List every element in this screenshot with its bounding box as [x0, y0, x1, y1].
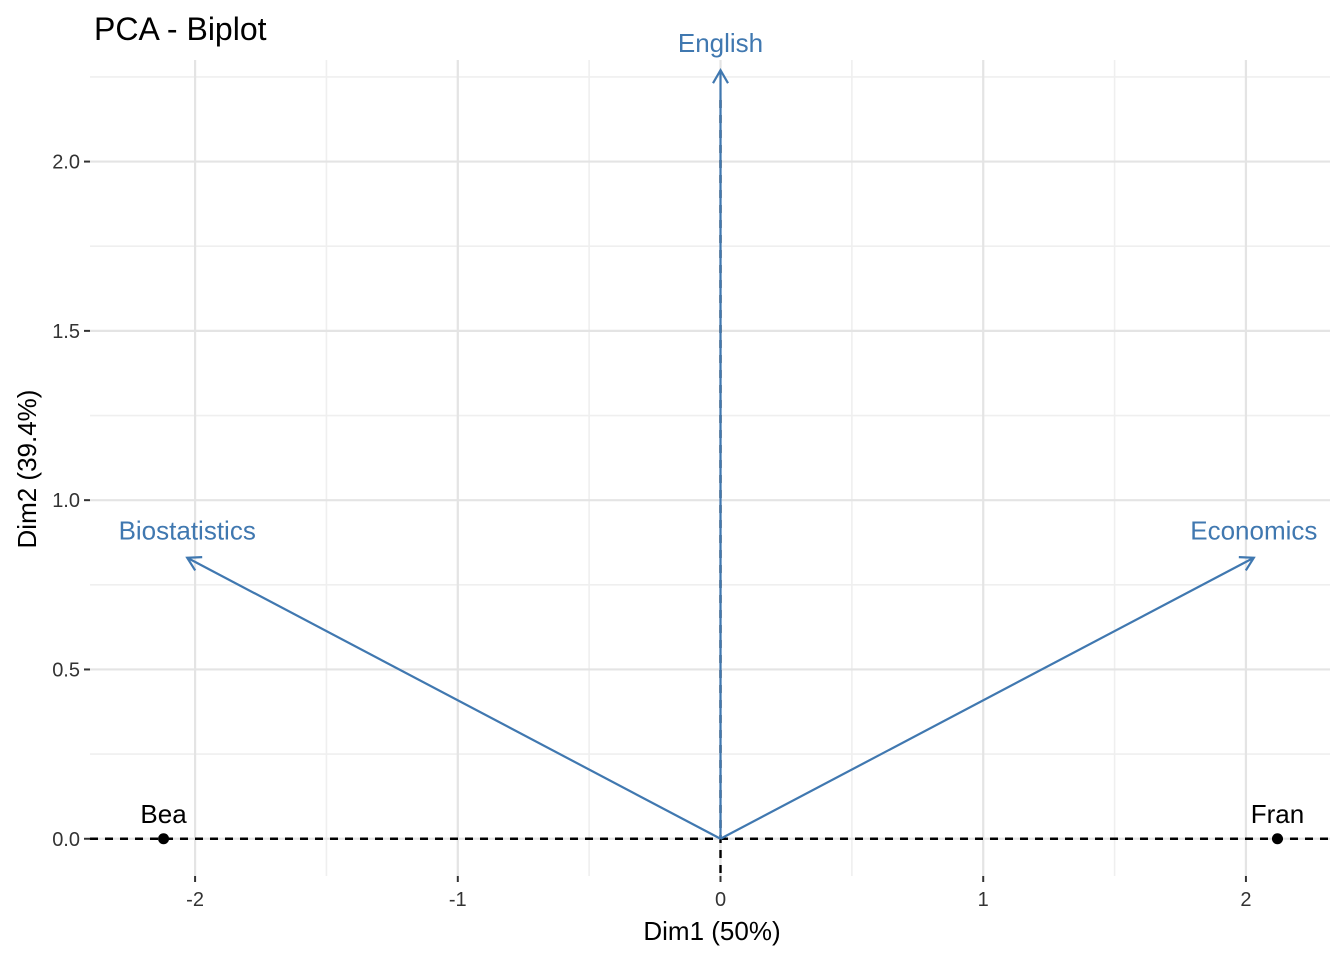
y-tick-label: 2.0 — [52, 152, 80, 174]
variable-label-economics: Economics — [1190, 516, 1317, 546]
point-label-fran: Fran — [1251, 799, 1304, 829]
y-tick-label: 0.5 — [52, 659, 80, 681]
point-bea — [158, 833, 170, 845]
y-tick-label: 0.0 — [52, 829, 80, 851]
arrowhead-english — [712, 67, 729, 84]
y-axis-title: Dim2 (39.4%) — [12, 390, 42, 549]
vector-biostatistics — [186, 556, 722, 840]
variable-label-english: English — [678, 28, 763, 58]
point-label-bea: Bea — [140, 799, 187, 829]
x-tick-label: -1 — [449, 889, 467, 911]
minor-gridlines — [90, 60, 1330, 876]
variable-vectors: Biostatistics English Economics — [119, 28, 1317, 840]
y-tick-label: 1.0 — [52, 490, 80, 512]
reference-lines — [90, 100, 1330, 876]
x-axis-title: Dim1 (50%) — [643, 916, 780, 946]
x-axis-ticks: -2 -1 0 1 2 — [186, 876, 1251, 911]
arrowhead-biostatistics — [185, 556, 203, 572]
x-tick-label: -2 — [186, 889, 204, 911]
x-tick-label: 1 — [978, 889, 989, 911]
y-axis-ticks: 0.0 0.5 1.0 1.5 2.0 — [52, 152, 90, 851]
arrowhead-economics — [1238, 556, 1256, 572]
variable-label-biostatistics: Biostatistics — [119, 516, 256, 546]
vector-economics — [719, 556, 1255, 840]
individual-points: Bea Fran — [140, 799, 1304, 845]
point-fran — [1271, 833, 1283, 845]
chart-title: PCA - Biplot — [94, 11, 267, 47]
x-tick-label: 2 — [1240, 889, 1251, 911]
x-tick-label: 0 — [715, 889, 726, 911]
y-tick-label: 1.5 — [52, 321, 80, 343]
